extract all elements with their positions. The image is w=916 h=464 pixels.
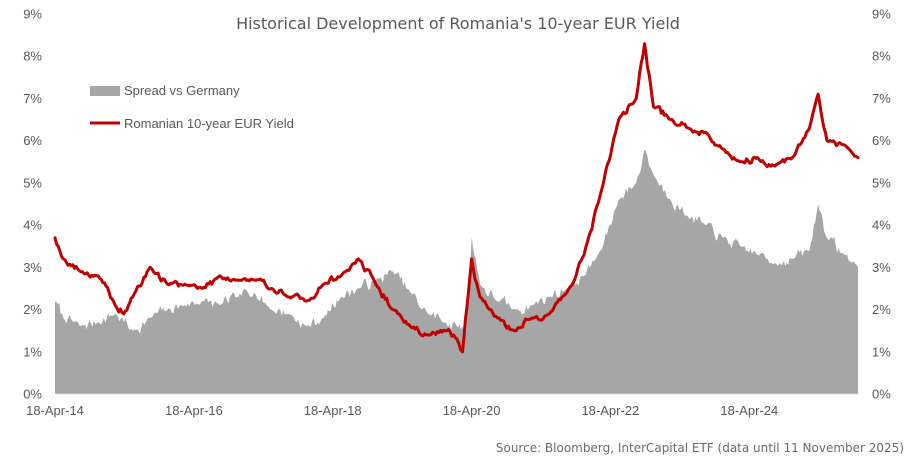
y-tick-label-left: 8% bbox=[23, 49, 42, 64]
y-tick-label-right: 6% bbox=[872, 133, 891, 148]
y-tick-label-left: 9% bbox=[23, 7, 42, 22]
y-tick-label-right: 7% bbox=[872, 91, 891, 106]
y-tick-label-left: 3% bbox=[23, 260, 42, 275]
x-tick-label: 18-Apr-22 bbox=[581, 403, 639, 418]
right-y-axis: 0% 1% 2% 3% 4% 5% 6% 7% 8% 9% bbox=[872, 7, 891, 402]
y-tick-label-left: 2% bbox=[23, 302, 42, 317]
y-tick-label-right: 5% bbox=[872, 175, 891, 190]
y-tick-label-right: 1% bbox=[872, 344, 891, 359]
plot-area bbox=[53, 42, 860, 395]
legend: Spread vs Germany Romanian 10-year EUR Y… bbox=[90, 83, 294, 131]
y-tick-label-right: 9% bbox=[872, 7, 891, 22]
y-tick-label-left: 5% bbox=[23, 175, 42, 190]
y-tick-label-left: 0% bbox=[23, 387, 42, 402]
y-tick-label-right: 4% bbox=[872, 218, 891, 233]
y-tick-label-left: 6% bbox=[23, 133, 42, 148]
legend-label-yield: Romanian 10-year EUR Yield bbox=[124, 116, 294, 131]
x-tick-label: 18-Apr-24 bbox=[720, 403, 778, 418]
y-tick-label-right: 8% bbox=[872, 49, 891, 64]
x-axis: 18-Apr-14 18-Apr-16 18-Apr-18 18-Apr-20 18-A… bbox=[26, 403, 778, 418]
y-tick-label-right: 2% bbox=[872, 302, 891, 317]
y-tick-label-left: 4% bbox=[23, 218, 42, 233]
y-tick-label-left: 7% bbox=[23, 91, 42, 106]
x-tick-label: 18-Apr-18 bbox=[304, 403, 362, 418]
yield-line bbox=[53, 42, 860, 354]
y-tick-label-right: 3% bbox=[872, 260, 891, 275]
x-tick-label: 18-Apr-14 bbox=[26, 403, 84, 418]
chart-title: Historical Development of Romania's 10-y… bbox=[236, 14, 680, 33]
legend-label-spread: Spread vs Germany bbox=[124, 83, 240, 98]
x-tick-label: 18-Apr-16 bbox=[165, 403, 223, 418]
spread-area bbox=[55, 149, 858, 394]
x-tick-label: 18-Apr-20 bbox=[443, 403, 501, 418]
left-y-axis: 0% 1% 2% 3% 4% 5% 6% 7% 8% 9% bbox=[23, 7, 42, 402]
y-tick-label-right: 0% bbox=[872, 387, 891, 402]
legend-swatch-spread bbox=[90, 86, 120, 96]
y-tick-label-left: 1% bbox=[23, 344, 42, 359]
source-note: Source: Bloomberg, InterCapital ETF (dat… bbox=[496, 441, 904, 455]
